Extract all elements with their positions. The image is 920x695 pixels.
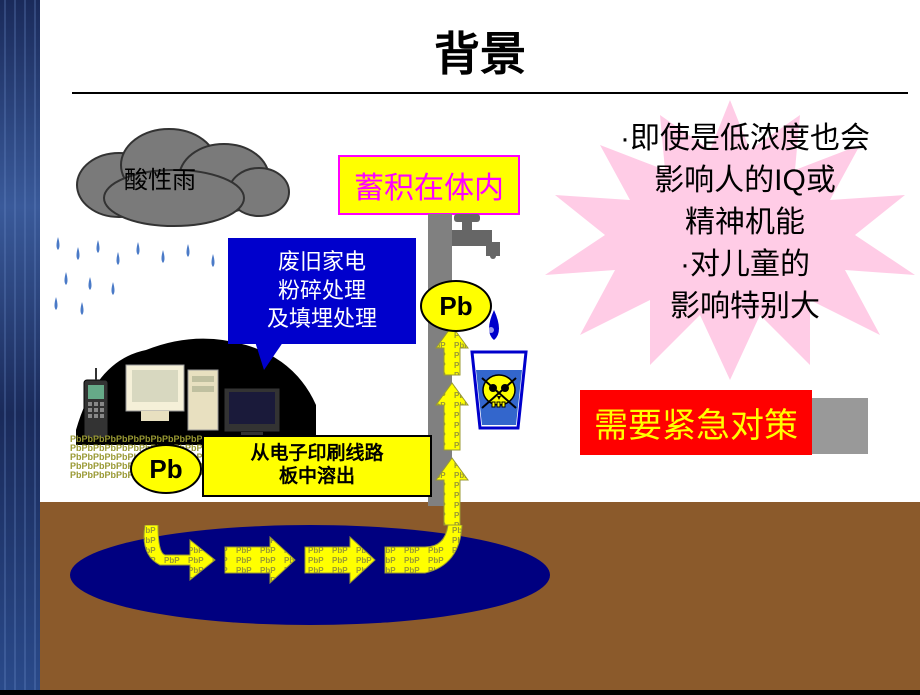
- bubble-line2: 粉碎处理: [278, 278, 366, 303]
- h-arrows-svg: PbP: [140, 525, 470, 605]
- slide-title: 背景: [40, 18, 920, 84]
- pb-label-1: Pb: [130, 444, 202, 494]
- starburst-line3: 精神机能: [560, 202, 920, 244]
- faucet: [448, 214, 528, 269]
- horizontal-flow-arrows: PbP: [140, 525, 450, 585]
- faucet-icon: [448, 214, 528, 264]
- urgent-box: 需要紧急对策: [580, 390, 812, 455]
- starburst-line1: ·即使是低浓度也会: [560, 118, 920, 160]
- flow-box: 从电子印刷线路 板中溶出: [202, 435, 432, 497]
- accumulation-box: 蓄积在体内: [338, 155, 520, 215]
- title-underline: [72, 92, 908, 94]
- starburst-text: ·即使是低浓度也会 影响人的IQ或 精神机能 ·对儿童的 影响特别大: [560, 118, 920, 328]
- pb-label-2: Pb: [420, 280, 492, 332]
- starburst-line2: 影响人的IQ或: [560, 160, 920, 202]
- v-arrows-svg: PbP: [430, 330, 478, 530]
- acid-rain-cloud: 酸性雨: [64, 120, 284, 245]
- bubble-line1: 废旧家电: [278, 249, 366, 274]
- slide-canvas: 背景 酸性雨: [40, 0, 920, 690]
- rain-drops: [48, 232, 258, 322]
- starburst-line4: ·对儿童的: [560, 244, 920, 286]
- vertical-flow-arrows: PbP: [430, 330, 470, 535]
- circuit-strip-graphic: [0, 0, 40, 690]
- speech-bubble: 废旧家电 粉碎处理 及填埋处理: [228, 238, 416, 344]
- flow-line2: 板中溶出: [279, 466, 355, 487]
- starburst-line5: 影响特别大: [560, 286, 920, 328]
- cloud-label: 酸性雨: [124, 160, 196, 195]
- bubble-line3: 及填埋处理: [267, 306, 377, 331]
- speech-bubble-tail: [252, 332, 290, 370]
- sidebar-strip: [0, 0, 40, 690]
- flow-line1: 从电子印刷线路: [250, 443, 383, 464]
